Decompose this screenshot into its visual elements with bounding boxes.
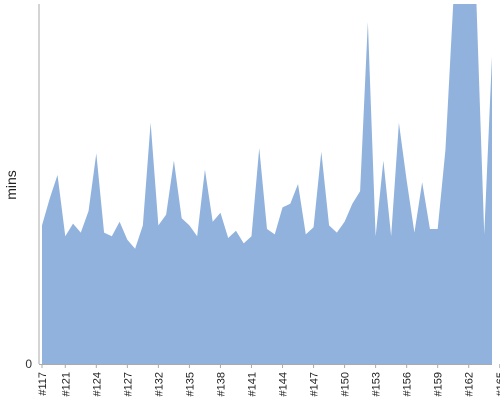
x-tick-label: #156 bbox=[402, 372, 414, 396]
y-axis-label: mins bbox=[3, 170, 19, 200]
x-tick-label: #124 bbox=[91, 372, 103, 396]
x-tick-label: #138 bbox=[215, 372, 227, 396]
y-tick-label-zero: 0 bbox=[25, 357, 32, 371]
x-tick-label: #135 bbox=[184, 372, 196, 396]
series-area bbox=[42, 4, 492, 364]
x-axis-ticks: #117 #121 #124 #127 #132 #135 #138 #141 #144 #147… bbox=[37, 364, 500, 396]
x-tick-label: #132 bbox=[153, 372, 165, 396]
x-tick-label: #141 bbox=[246, 372, 258, 396]
x-tick-label: #117 bbox=[37, 372, 49, 396]
x-tick-label: #147 bbox=[309, 372, 321, 396]
x-tick-label: #162 bbox=[464, 372, 476, 396]
x-tick-label: #165 bbox=[495, 372, 500, 396]
x-tick-label: #159 bbox=[433, 372, 445, 396]
x-tick-label: #127 bbox=[122, 372, 134, 396]
x-tick-label: #153 bbox=[371, 372, 383, 396]
x-tick-label: #121 bbox=[60, 372, 72, 396]
x-tick-label: #150 bbox=[340, 372, 352, 396]
plot-area bbox=[41, 3, 493, 364]
x-tick-label: #144 bbox=[278, 372, 290, 396]
